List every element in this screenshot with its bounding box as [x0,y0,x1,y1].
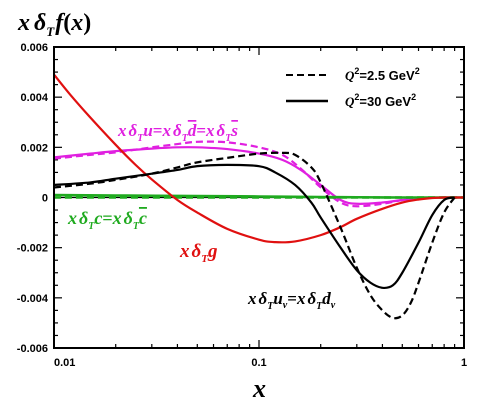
series-line [53,73,464,244]
series-line [53,163,455,290]
annotation-sea-quarks: x δTu=x δTd=x δTs [117,121,238,144]
x-tick-label: 0.01 [54,357,75,369]
y-axis-title: x δTf(x) [17,10,91,39]
plot-area [53,46,465,349]
y-tick-label: -0.004 [17,293,49,305]
plot-frame [53,46,465,349]
legend: Q2=2.5 GeV2 Q2=30 GeV2 [286,66,420,109]
series-line [53,193,464,199]
x-tick-label: 0.1 [251,357,266,369]
legend-label-q2-30: Q2=30 GeV2 [345,92,416,109]
y-tick-label: 0.006 [20,42,48,54]
series-layer [53,73,464,320]
annotation-charm: x δTc=x δTc [67,208,147,232]
annotation-gluon: x δTg [179,241,217,265]
legend-label-q2-2-5: Q2=2.5 GeV2 [345,66,420,83]
y-tick-label: -0.002 [17,243,48,255]
tick-labels: 0.006 0.004 0.002 0 -0.002 -0.004 -0.006 0.01 0.… [17,42,467,369]
y-tick-label: 0.004 [20,92,48,104]
y-tick-label: 0 [42,193,48,205]
annotation-valence: x δTuv=x δTdv [247,289,336,312]
y-tick-label: -0.006 [17,343,48,355]
x-axis-title: x [252,374,266,403]
y-tick-label: 0.002 [20,142,48,154]
x-tick-label: 1 [461,357,467,369]
